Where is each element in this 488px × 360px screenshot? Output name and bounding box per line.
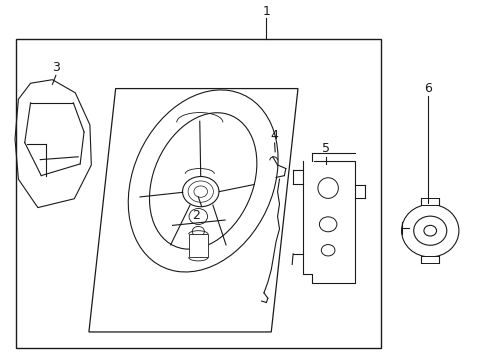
Bar — [421, 198, 438, 205]
Text: 4: 4 — [270, 129, 278, 142]
Ellipse shape — [413, 216, 446, 245]
Bar — [16, 39, 380, 348]
Text: 1: 1 — [262, 5, 270, 18]
Text: 2: 2 — [191, 210, 200, 222]
Text: 3: 3 — [52, 61, 60, 75]
Ellipse shape — [401, 204, 458, 257]
Ellipse shape — [182, 176, 219, 207]
Ellipse shape — [423, 225, 436, 236]
Text: 6: 6 — [424, 82, 431, 95]
Text: 5: 5 — [322, 142, 329, 156]
Bar — [188, 234, 207, 257]
Bar — [421, 256, 438, 263]
